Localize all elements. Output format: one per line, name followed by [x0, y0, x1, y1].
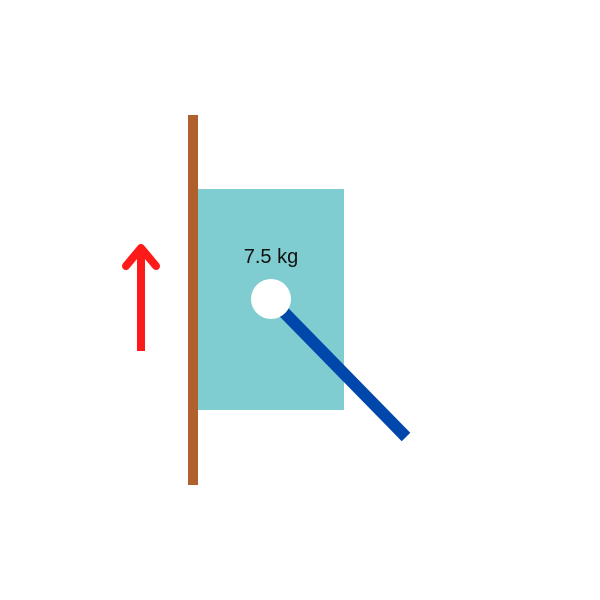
mass-label: 7.5 kg	[244, 246, 298, 268]
arrow-head	[122, 244, 160, 270]
pivot-point	[251, 279, 291, 319]
upward-arrow-icon	[122, 244, 160, 351]
pushing-rod	[266, 294, 411, 442]
vertical-wall	[188, 115, 198, 485]
